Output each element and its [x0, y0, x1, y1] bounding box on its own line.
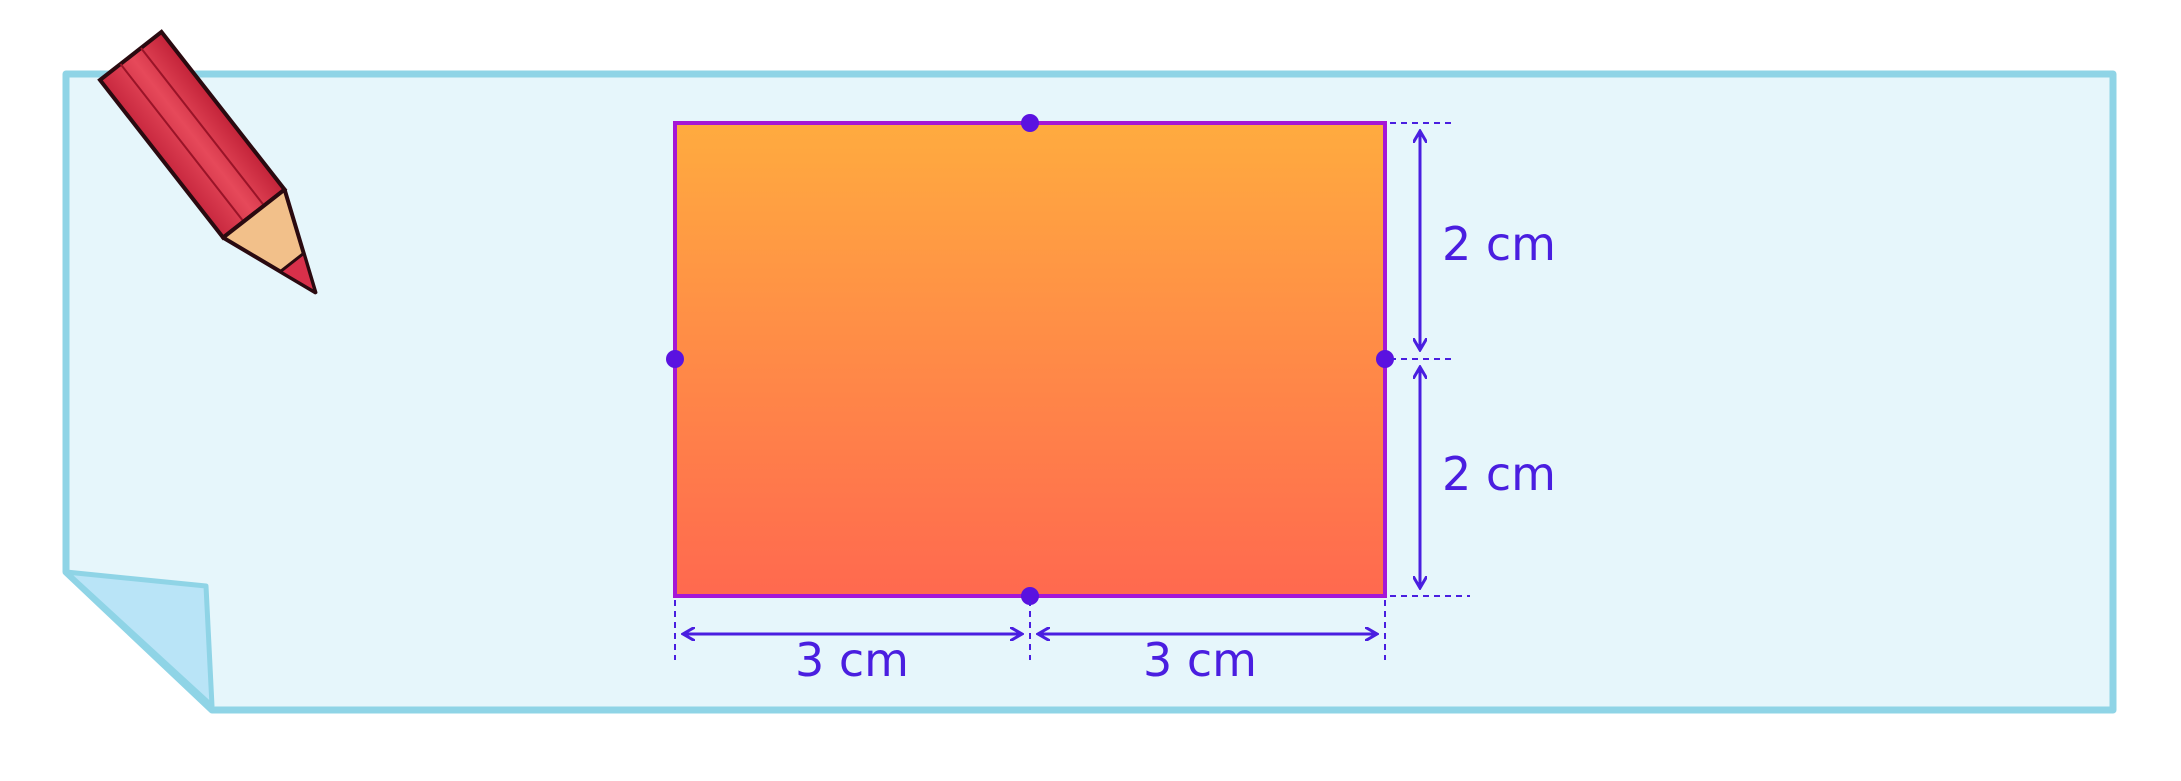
- midpoint-right: [1376, 350, 1394, 368]
- midpoint-top: [1021, 114, 1039, 132]
- rectangle-shape: [666, 114, 1394, 605]
- dimension-right-lower: 2 cm: [1420, 367, 1556, 588]
- dimension-right-upper: 2 cm: [1420, 131, 1556, 350]
- dimension-bottom-left: 3 cm: [683, 633, 1022, 687]
- midpoint-left: [666, 350, 684, 368]
- pencil-icon: [97, 29, 318, 295]
- dimension-label-bottom-right: 3 cm: [1143, 633, 1257, 687]
- extension-lines: [674, 122, 1470, 660]
- dimension-label-right-lower: 2 cm: [1442, 447, 1556, 501]
- dimension-label-bottom-left: 3 cm: [795, 633, 909, 687]
- dimension-bottom-right: 3 cm: [1038, 633, 1377, 687]
- midpoint-bottom: [1021, 587, 1039, 605]
- paper-curl: [63, 569, 215, 709]
- dimension-label-right-upper: 2 cm: [1442, 217, 1556, 271]
- rectangle-fill: [673, 121, 1387, 598]
